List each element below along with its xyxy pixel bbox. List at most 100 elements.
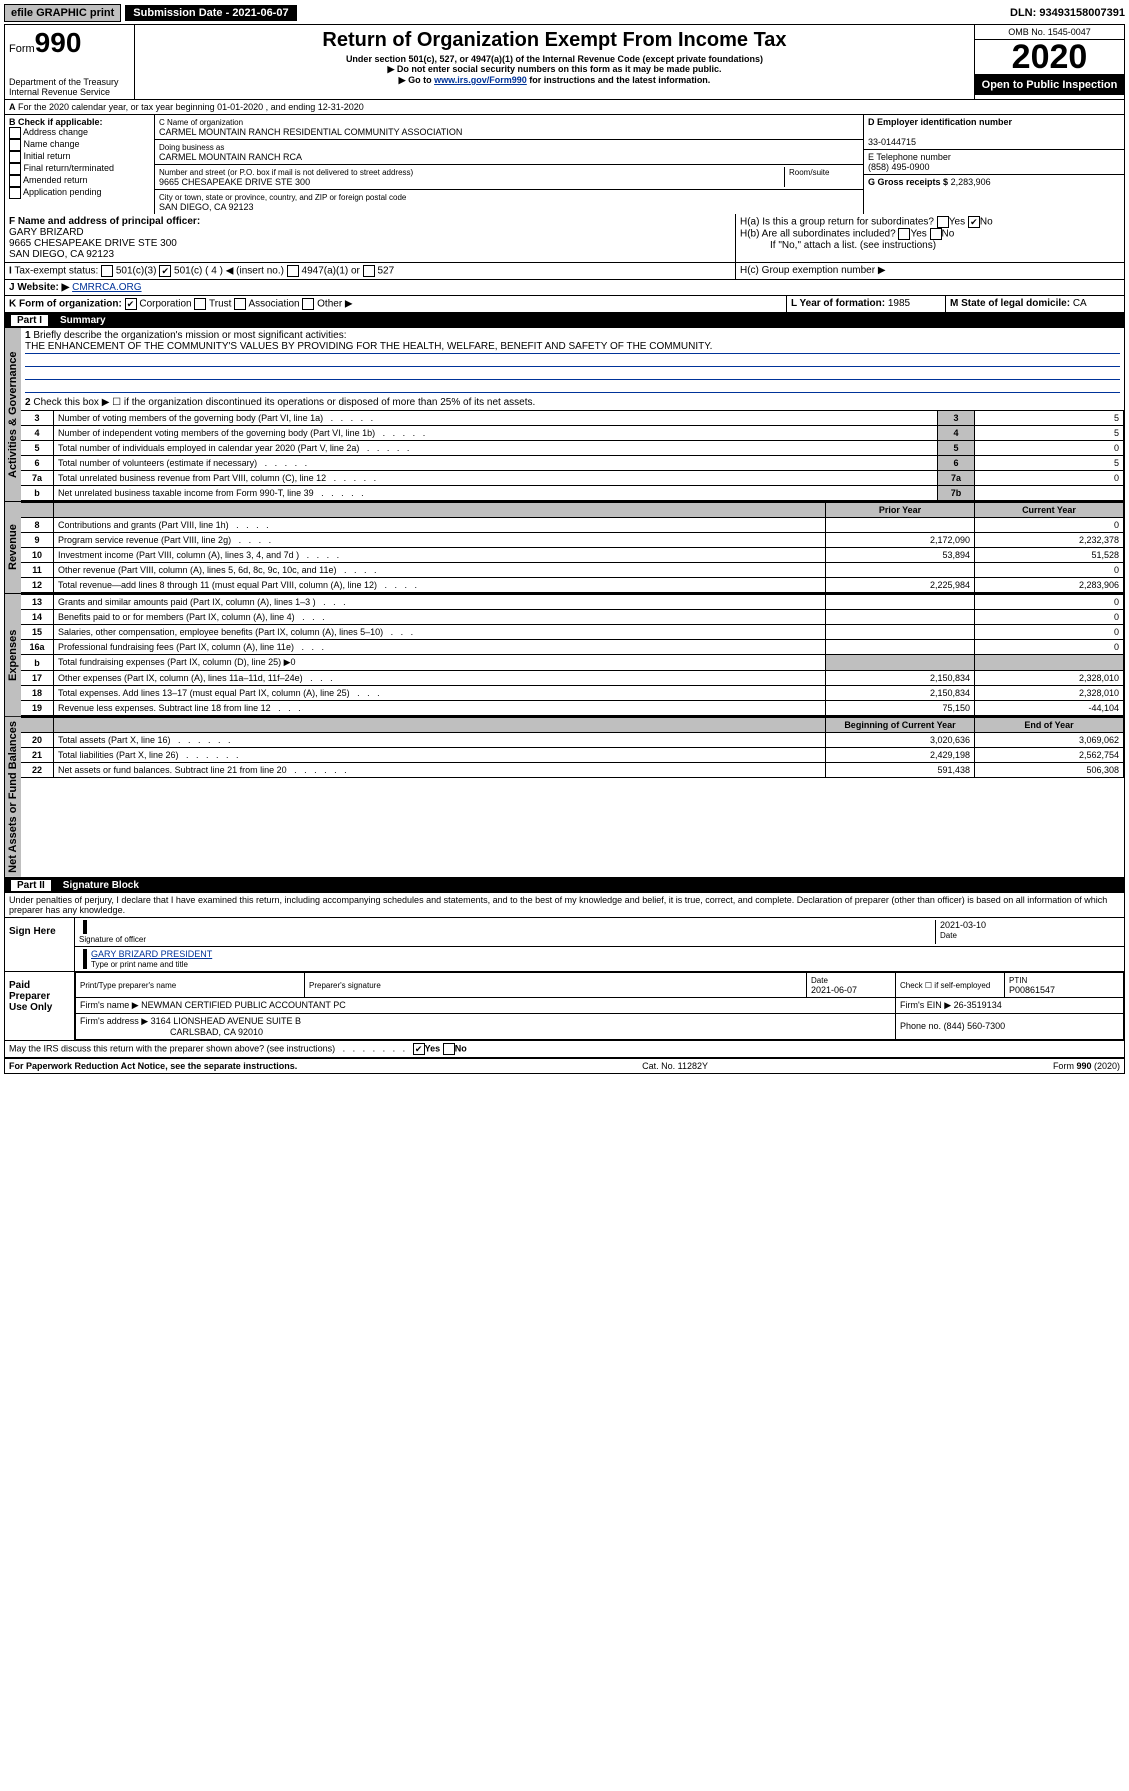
table-header: Prior Year Current Year [21,503,1124,518]
ha-yes[interactable] [937,216,949,228]
officer-typed-name[interactable]: GARY BRIZARD PRESIDENT [91,949,212,959]
ein-label: D Employer identification number [868,117,1012,127]
table-row: 22 Net assets or fund balances. Subtract… [21,763,1124,778]
hb-no[interactable] [930,228,942,240]
table-row: 16a Professional fundraising fees (Part … [21,640,1124,655]
sign-here-block: Sign Here Signature of officer 2021-03-1… [5,918,1124,972]
tax-status-label: Tax-exempt status: [14,266,98,277]
website-link[interactable]: CMRRCA.ORG [72,282,141,293]
boxb-checkbox[interactable] [9,163,21,175]
cb-4947[interactable] [287,265,299,277]
cb-527[interactable] [363,265,375,277]
table-row: 4 Number of independent voting members o… [21,426,1124,441]
section-expenses: Expenses 13 Grants and similar amounts p… [5,594,1124,717]
discuss-row: May the IRS discuss this return with the… [5,1041,1124,1059]
dept-treasury: Department of the Treasury Internal Reve… [9,77,130,97]
gross-receipts-label: G Gross receipts $ [868,177,948,187]
h-a: H(a) Is this a group return for subordin… [740,216,1120,228]
q2-label: Check this box ▶ ☐ if the organization d… [33,397,535,408]
org-name: CARMEL MOUNTAIN RANCH RESIDENTIAL COMMUN… [159,127,462,137]
part-1-header: Part I Summary [5,313,1124,328]
officer-name: GARY BRIZARD [9,227,84,238]
subtitle-2: ▶ Do not enter social security numbers o… [141,64,968,75]
cb-501c[interactable]: ✔ [159,265,171,277]
phone: (858) 495-0900 [868,162,930,172]
form-number: Form990 [9,27,130,59]
table-row: 19 Revenue less expenses. Subtract line … [21,701,1124,716]
cb-trust[interactable] [194,298,206,310]
table-row: 8 Contributions and grants (Part VIII, l… [21,518,1124,533]
h-b-note: If "No," attach a list. (see instruction… [740,240,1120,251]
phone-label: E Telephone number [868,152,951,162]
cb-other[interactable] [302,298,314,310]
open-inspection: Open to Public Inspection [975,75,1124,95]
irs-link[interactable]: www.irs.gov/Form990 [434,75,527,85]
street-address: 9665 CHESAPEAKE DRIVE STE 300 [159,177,310,187]
org-name-label: C Name of organization [159,118,243,127]
entity-block: B Check if applicable: Address change Na… [5,115,1124,214]
sig-officer-label: Signature of officer [79,935,146,944]
ein: 33-0144715 [868,137,916,147]
state-domicile-label: M State of legal domicile: [950,298,1070,309]
boxb-checkbox[interactable] [9,151,21,163]
table-header: Beginning of Current Year End of Year [21,718,1124,733]
table-row: 14 Benefits paid to or for members (Part… [21,610,1124,625]
officer-label: F Name and address of principal officer: [9,216,200,227]
pra-notice: For Paperwork Reduction Act Notice, see … [9,1061,297,1071]
revenue-table: Prior Year Current Year 8 Contributions … [21,502,1124,593]
table-row: 21 Total liabilities (Part X, line 26) .… [21,748,1124,763]
tax-year: 2020 [975,40,1124,75]
subtitle-3: ▶ Go to www.irs.gov/Form990 for instruct… [141,75,968,86]
section-net-assets: Net Assets or Fund Balances Beginning of… [5,717,1124,878]
mission-line-4 [25,380,1120,393]
table-row: 9 Program service revenue (Part VIII, li… [21,533,1124,548]
h-c: H(c) Group exemption number ▶ [736,263,1124,279]
officer-addr: 9665 CHESAPEAKE DRIVE STE 300 [9,238,177,249]
table-row: b Total fundraising expenses (Part IX, c… [21,655,1124,671]
period-a: A For the 2020 calendar year, or tax yea… [5,100,1124,115]
table-row: 15 Salaries, other compensation, employe… [21,625,1124,640]
paid-preparer-label: Paid Preparer Use Only [5,972,75,1040]
discuss-no[interactable] [443,1043,455,1055]
row-klm: K Form of organization: ✔ Corporation Tr… [5,296,1124,313]
ha-no[interactable]: ✔ [968,216,980,228]
boxb-checkbox[interactable] [9,187,21,199]
efile-button[interactable]: efile GRAPHIC print [4,4,121,22]
vlabel-expenses: Expenses [5,594,21,716]
boxb-checkbox[interactable] [9,175,21,187]
discuss-yes[interactable]: ✔ [413,1043,425,1055]
table-row: 3 Number of voting members of the govern… [21,411,1124,426]
page-footer: For Paperwork Reduction Act Notice, see … [5,1059,1124,1073]
preparer-row-2: Firm's name ▶ NEWMAN CERTIFIED PUBLIC AC… [76,997,1124,1013]
website-label: Website: ▶ [17,282,69,293]
q1-label: Briefly describe the organization's miss… [33,330,346,341]
cb-assoc[interactable] [234,298,246,310]
vlabel-revenue: Revenue [5,502,21,593]
vlabel-net: Net Assets or Fund Balances [5,717,21,877]
vlabel-governance: Activities & Governance [5,328,21,501]
hb-yes[interactable] [898,228,910,240]
year-formation: 1985 [888,298,910,309]
dba: CARMEL MOUNTAIN RANCH RCA [159,152,302,162]
mission-line-2 [25,354,1120,367]
dln: DLN: 93493158007391 [1010,7,1125,19]
boxb-checkbox[interactable] [9,139,21,151]
boxb-checkbox[interactable] [9,127,21,139]
cb-corp[interactable]: ✔ [125,298,137,310]
city-label: City or town, state or province, country… [159,193,406,202]
state-domicile: CA [1073,298,1087,309]
cb-501c3[interactable] [101,265,113,277]
governance-table: 3 Number of voting members of the govern… [21,410,1124,501]
table-row: 12 Total revenue—add lines 8 through 11 … [21,578,1124,593]
addr-label: Number and street (or P.O. box if mail i… [159,168,413,177]
preparer-row-3: Firm's address ▶ 3164 LIONSHEAD AVENUE S… [76,1013,1124,1039]
table-row: 10 Investment income (Part VIII, column … [21,548,1124,563]
row-f-h: F Name and address of principal officer:… [5,214,1124,263]
table-row: 17 Other expenses (Part IX, column (A), … [21,671,1124,686]
section-governance: Activities & Governance 1 Briefly descri… [5,328,1124,502]
row-j: J Website: ▶ CMRRCA.ORG [5,280,1124,296]
table-row: 5 Total number of individuals employed i… [21,441,1124,456]
table-row: 11 Other revenue (Part VIII, column (A),… [21,563,1124,578]
dba-label: Doing business as [159,143,224,152]
table-row: 13 Grants and similar amounts paid (Part… [21,595,1124,610]
